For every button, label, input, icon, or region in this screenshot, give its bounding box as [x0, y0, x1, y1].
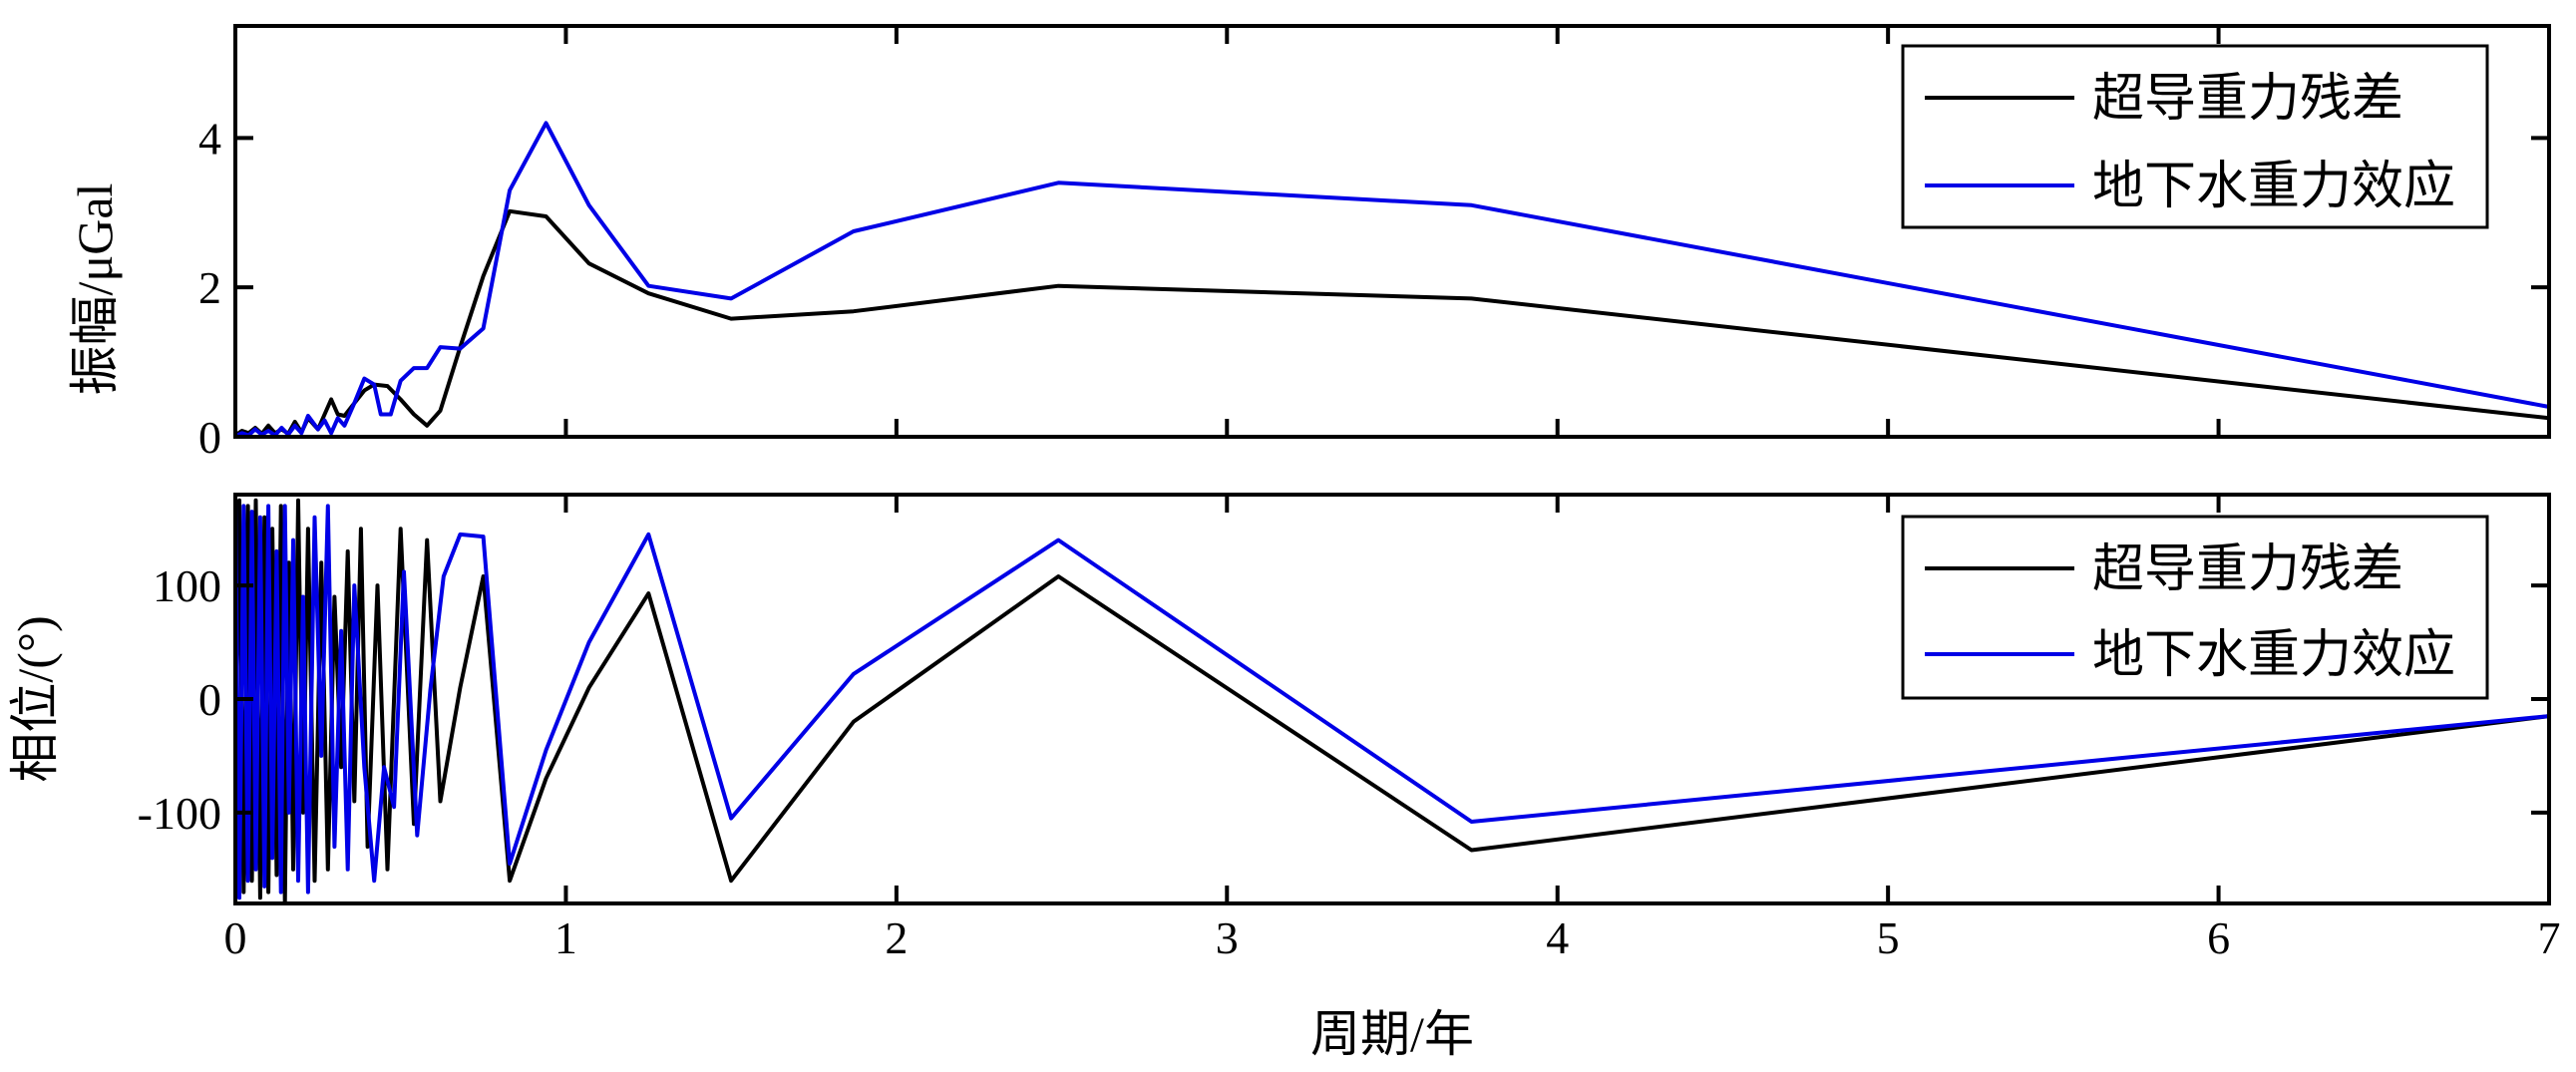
phase-legend-label-residual: 超导重力残差 [2092, 541, 2403, 598]
phase-series [233, 498, 2550, 905]
phase-series-line-1 [233, 500, 2550, 900]
amplitude-ticks: 0 2 4 [198, 26, 2551, 463]
phase-ticks: 0 1 2 3 4 5 6 7 -100 0 100 [138, 495, 2561, 963]
phase-y-tick-label: -100 [138, 788, 221, 839]
amplitude-legend-box [1901, 44, 2489, 229]
phase-x-tick-label: 1 [554, 912, 577, 963]
phase-x-axis-label: 周期/年 [1310, 1006, 1474, 1062]
phase-y-tick-label: 0 [198, 674, 221, 725]
phase-x-tick-label: 6 [2207, 912, 2230, 963]
phase-x-tick-label: 3 [1216, 912, 1239, 963]
phase-legend-box [1901, 515, 2489, 700]
phase-x-tick-label: 7 [2538, 912, 2561, 963]
amplitude-legend-label-groundwater: 地下水重力效应 [2092, 159, 2455, 215]
phase-x-tick-label: 0 [224, 912, 247, 963]
phase-y-axis-label: 相位/(°) [7, 615, 63, 782]
phase-legend: 超导重力残差 地下水重力效应 [1901, 515, 2489, 700]
amplitude-series-line-0 [233, 208, 2550, 438]
phase-x-tick-label: 5 [1877, 912, 1900, 963]
amplitude-legend: 超导重力残差 地下水重力效应 [1901, 44, 2489, 229]
amplitude-y-axis-label: 振幅/μGal [67, 183, 123, 396]
phase-panel: 0 1 2 3 4 5 6 7 -100 0 100 相位/(°) 周期/年 超导重力残差 地下水重… [7, 493, 2561, 1062]
amplitude-y-tick-label: 0 [198, 412, 221, 463]
amplitude-y-tick-label: 4 [198, 113, 221, 164]
phase-legend-label-groundwater: 地下水重力效应 [2092, 627, 2455, 684]
amplitude-panel: 0 2 4 振幅/μGal 超导重力残差 地下水重力效应 [67, 24, 2551, 463]
phase-x-tick-label: 2 [885, 912, 908, 963]
amplitude-y-tick-label: 2 [198, 262, 221, 313]
phase-y-tick-label: 100 [153, 560, 221, 611]
amplitude-legend-label-residual: 超导重力残差 [2092, 71, 2403, 128]
phase-x-tick-label: 4 [1546, 912, 1569, 963]
amplitude-plot-frame [233, 24, 2551, 439]
